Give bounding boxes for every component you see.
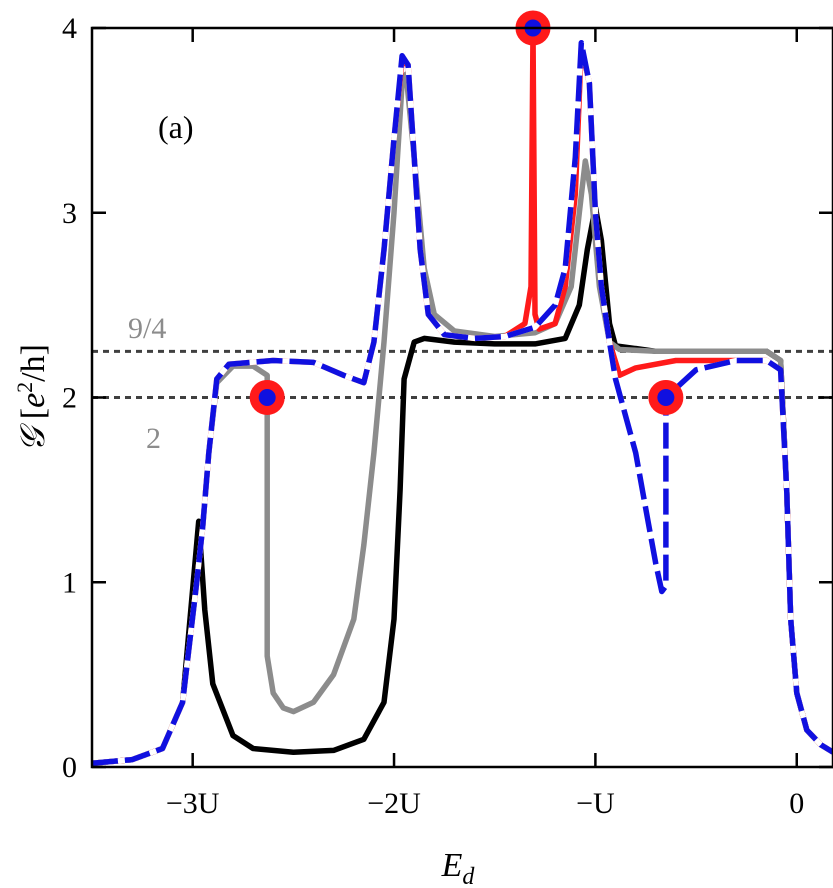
series-blue-underlay: [92, 40, 833, 767]
series-gray: [92, 71, 833, 767]
y-axis-label-e: e: [15, 393, 52, 408]
ref-label-9-4: 9/4: [128, 312, 166, 345]
y-axis-label-open: [: [15, 408, 52, 428]
y-axis-label-symbol: 𝒢: [15, 423, 52, 452]
y-tick-label-1: 1: [62, 566, 77, 599]
series-layer: [92, 28, 833, 767]
x-tick-label-2: −U: [576, 787, 615, 820]
x-tick-label-1: −2U: [367, 787, 421, 820]
y-tick-label-2: 2: [62, 382, 77, 415]
y-axis-label: 𝒢 [e2/h]: [12, 344, 52, 452]
panel-label: (a): [158, 109, 194, 145]
x-axis-label: Ed: [441, 847, 476, 888]
ref-label-2: 2: [146, 422, 161, 455]
x-tick-label-0: −3U: [166, 787, 220, 820]
y-axis-label-pow: 2: [12, 382, 37, 393]
x-tick-label-3: 0: [789, 787, 804, 820]
y-tick-label-4: 4: [62, 12, 77, 45]
series-black: [92, 204, 833, 767]
y-axis-label-rest: /h]: [15, 344, 52, 382]
x-axis-label-sub: d: [462, 864, 475, 888]
y-tick-label-3: 3: [62, 197, 77, 230]
x-axis-label-main: E: [441, 847, 463, 884]
y-tick-label-0: 0: [62, 751, 77, 784]
tick-layer: −3U −2U −U 0 0 1 2 3 4: [62, 12, 833, 820]
highlight-marker-0: [249, 380, 285, 415]
series-blue: [92, 40, 833, 767]
highlight-marker-2: [648, 380, 684, 415]
